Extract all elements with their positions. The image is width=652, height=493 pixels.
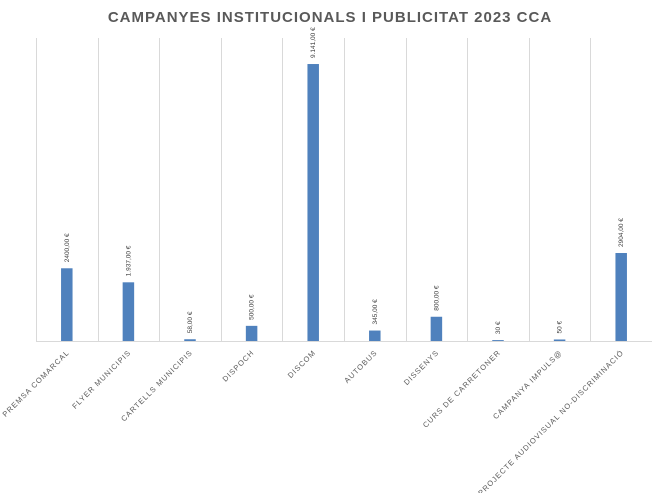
bar — [492, 340, 504, 342]
bar — [369, 330, 381, 341]
bar — [184, 339, 196, 341]
bar — [122, 282, 135, 341]
data-label: 50 € — [557, 320, 564, 333]
bar — [615, 253, 627, 341]
bar — [245, 325, 258, 341]
x-tick-label: CARTELLS MUNICIPIS — [119, 348, 194, 423]
data-label: 345,00 € — [372, 299, 379, 325]
gridlines — [36, 38, 591, 341]
data-label: 9.141,00 € — [310, 27, 317, 58]
data-label: 1.937,00 € — [125, 245, 132, 276]
x-tick-label: FLYER MUNICIPIS — [70, 348, 133, 411]
x-tick-label: DISCOM — [286, 348, 318, 380]
x-tick-label: PROJECTE AUDIOVISUAL NO-DISCRIMINACIÓ — [476, 348, 625, 493]
data-label: 30 € — [495, 321, 502, 334]
x-tick-label: DISPOCH — [221, 348, 256, 383]
x-tick-label: AUTOBUS — [342, 348, 379, 385]
data-label: 2400,00 € — [64, 233, 71, 262]
bar — [430, 316, 443, 341]
data-label: 2904,00 € — [618, 218, 625, 247]
x-tick-label: CAMPANYA IMPULS@ — [491, 348, 564, 421]
bars — [61, 64, 627, 342]
data-label: 500,00 € — [249, 294, 256, 320]
data-label: 58,00 € — [187, 311, 194, 333]
data-label: 800,00 € — [433, 285, 440, 311]
bar — [61, 268, 73, 341]
data-labels: 2400,00 € 1.937,00 € 58,00 € 500,00 € 9.141,… — [64, 27, 625, 334]
x-tick-label: PREMSA COMARCAL — [1, 348, 72, 419]
bar — [553, 339, 566, 341]
chart-title: CAMPANYES INSTITUCIONALS I PUBLICITAT 20… — [108, 9, 552, 26]
bar — [307, 64, 319, 341]
x-tick-label: DISSENYS — [402, 348, 441, 387]
